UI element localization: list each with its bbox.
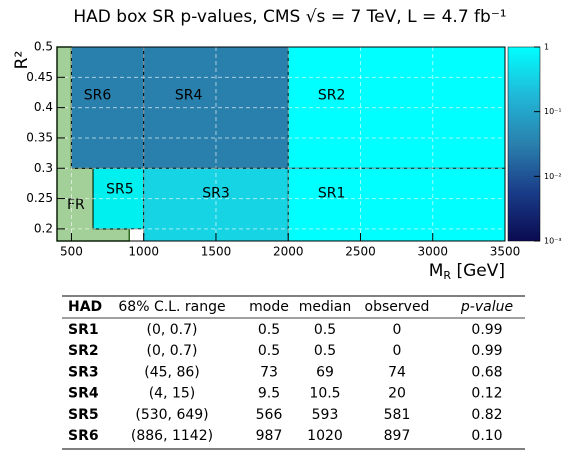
region — [287, 167, 506, 242]
region-label: SR2 — [318, 88, 346, 104]
table-cell: 1020 — [307, 428, 343, 444]
table-header: p-value — [460, 299, 513, 315]
region-label: SR6 — [84, 88, 112, 104]
table-cell: 0.5 — [258, 322, 280, 338]
table-cell: SR5 — [68, 407, 99, 423]
x-tick-label: 500 — [60, 245, 83, 259]
table-cell: (45, 86) — [144, 364, 199, 380]
table-cell: (530, 649) — [135, 407, 208, 423]
colorbar-tick-label: 10⁻³ — [544, 237, 562, 246]
table-cell: (0, 0.7) — [147, 322, 198, 338]
table-cell: 0.99 — [471, 343, 502, 359]
table-cell: 9.5 — [258, 386, 280, 402]
table-cell: 10.5 — [309, 386, 340, 402]
table-cell: 897 — [384, 428, 411, 444]
table-cell: 0.5 — [314, 322, 336, 338]
table-cell: (886, 1142) — [131, 428, 213, 444]
table-cell: SR3 — [68, 364, 99, 380]
table-header: HAD — [68, 299, 102, 315]
table-cell: 0.5 — [258, 343, 280, 359]
y-tick-label: 0.5 — [34, 40, 53, 54]
table-cell: SR6 — [68, 428, 99, 444]
table-cell: 74 — [388, 364, 406, 380]
table-cell: 0 — [393, 322, 402, 338]
table-header: 68% C.L. range — [118, 299, 225, 315]
x-tick-label: 3000 — [417, 245, 448, 259]
region-label: SR5 — [106, 181, 134, 197]
table-cell: SR4 — [68, 386, 99, 402]
table-cell: 20 — [388, 386, 406, 402]
y-tick-label: 0.45 — [26, 70, 53, 84]
table-cell: 0.5 — [314, 343, 336, 359]
x-tick-label: 3500 — [490, 245, 521, 259]
table-cell: (0, 0.7) — [147, 343, 198, 359]
table-header: median — [299, 299, 351, 315]
x-tick-label: 2000 — [273, 245, 304, 259]
y-tick-label: 0.3 — [34, 161, 53, 175]
chart-title: HAD box SR p-values, CMS √s = 7 TeV, L =… — [73, 7, 506, 27]
table-cell: 0.99 — [471, 322, 502, 338]
x-tick-label: 2500 — [345, 245, 376, 259]
table-cell: 566 — [256, 407, 283, 423]
table-cell: (4, 15) — [149, 386, 196, 402]
table-header: mode — [249, 299, 289, 315]
region-label: FR — [67, 197, 85, 213]
x-tick-label: 1000 — [128, 245, 159, 259]
region-label: SR1 — [318, 186, 346, 202]
colorbar-tick-label: 1 — [544, 43, 549, 52]
table-cell: 987 — [256, 428, 283, 444]
region-label: SR4 — [175, 88, 203, 104]
table-cell: 0.10 — [471, 428, 502, 444]
x-axis-label: MR [GeV] — [429, 261, 505, 282]
y-axis-label: R² — [12, 51, 32, 70]
colorbar — [507, 46, 541, 242]
table-cell: SR2 — [68, 343, 99, 359]
table-header: observed — [365, 299, 430, 315]
table-cell: 0 — [393, 343, 402, 359]
region-label: SR3 — [202, 186, 230, 202]
y-tick-label: 0.35 — [26, 130, 53, 144]
colorbar-tick-label: 10⁻¹ — [544, 107, 562, 116]
table-cell: 69 — [316, 364, 334, 380]
y-tick-label: 0.2 — [34, 221, 53, 235]
table-cell: SR1 — [68, 322, 99, 338]
table-cell: 0.68 — [471, 364, 502, 380]
table-cell: 73 — [260, 364, 278, 380]
table-cell: 581 — [384, 407, 411, 423]
y-tick-label: 0.25 — [26, 191, 53, 205]
table-cell: 593 — [312, 407, 339, 423]
table-cell: 0.12 — [471, 386, 502, 402]
y-tick-label: 0.4 — [34, 100, 53, 114]
plot-frame — [56, 46, 506, 242]
x-tick-label: 1500 — [201, 245, 232, 259]
colorbar-tick-label: 10⁻² — [544, 172, 562, 181]
table-cell: 0.82 — [471, 407, 502, 423]
